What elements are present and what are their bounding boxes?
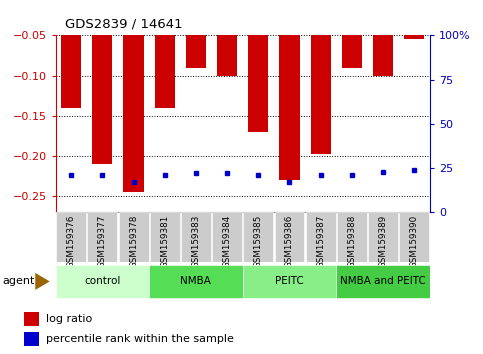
Text: GSM159377: GSM159377 [98,215,107,268]
Bar [217,35,237,76]
Text: GSM159387: GSM159387 [316,215,325,268]
Bar [373,35,393,76]
Bar [150,212,180,262]
Text: control: control [84,276,121,286]
Bar [24,312,39,326]
Text: GSM159389: GSM159389 [379,215,387,268]
Bar [61,35,81,108]
Text: GSM159384: GSM159384 [223,215,232,268]
Text: GSM159383: GSM159383 [191,215,200,268]
Text: GSM159386: GSM159386 [285,215,294,268]
Bar [279,35,299,180]
Polygon shape [35,273,50,290]
Bar [181,212,211,262]
Text: PEITC: PEITC [275,276,304,286]
Bar [186,35,206,68]
Bar [92,35,113,164]
Bar [337,265,430,298]
Bar [311,35,331,154]
Bar [404,35,425,39]
Bar [149,265,242,298]
Bar [243,212,273,262]
Bar [337,212,367,262]
Text: GSM159376: GSM159376 [67,215,76,268]
Bar [87,212,117,262]
Bar [306,212,336,262]
Bar [24,332,39,346]
Bar [56,212,86,262]
Text: GSM159378: GSM159378 [129,215,138,268]
Bar [56,265,149,298]
Text: NMBA and PEITC: NMBA and PEITC [340,276,426,286]
Bar [274,212,304,262]
Text: log ratio: log ratio [46,314,92,324]
Text: agent: agent [2,276,35,286]
Text: NMBA: NMBA [181,276,212,286]
Text: GDS2839 / 14641: GDS2839 / 14641 [65,18,183,31]
Bar [248,35,269,132]
Bar [212,212,242,262]
Text: GSM159385: GSM159385 [254,215,263,268]
Text: GSM159381: GSM159381 [160,215,169,268]
Bar [243,265,336,298]
Bar [342,35,362,68]
Text: GSM159390: GSM159390 [410,215,419,268]
Bar [368,212,398,262]
Bar [123,35,143,192]
Text: GSM159388: GSM159388 [347,215,356,268]
Bar [399,212,429,262]
Bar [155,35,175,108]
Text: percentile rank within the sample: percentile rank within the sample [46,335,234,344]
Bar [118,212,148,262]
